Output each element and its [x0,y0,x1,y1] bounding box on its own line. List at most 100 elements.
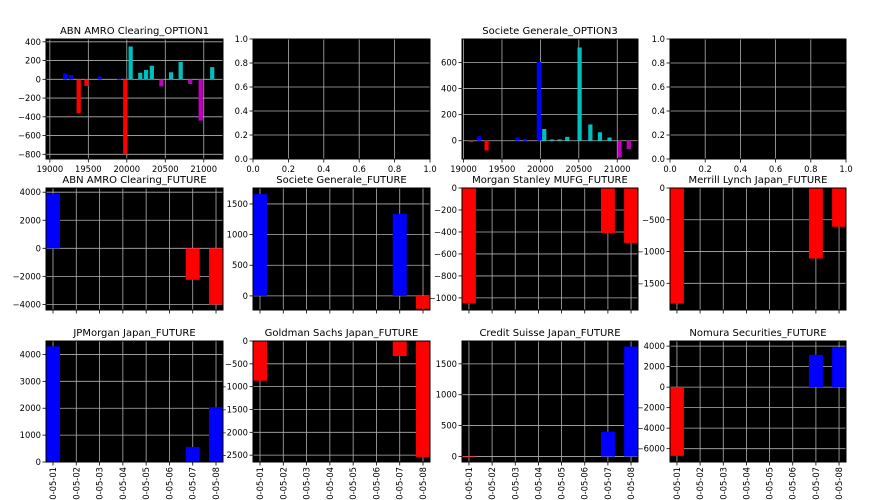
bar [253,341,267,381]
y-tick-label: 0 [660,382,665,392]
x-tick-label: 2020-05-02 [487,467,497,500]
x-tick-label: 1.0 [423,164,436,174]
bar [607,137,612,141]
x-tick-label: 0.6 [769,164,782,174]
plot-area [253,341,430,462]
x-tick-label: 2020-05-07 [603,467,613,500]
axes-frame [461,38,639,160]
plot-area [670,39,846,159]
bar [536,61,541,141]
axes-frame [669,38,847,160]
bar [600,431,615,457]
axes-frame [252,38,431,160]
y-tick-label: 0.0 [235,154,248,164]
bar [209,248,223,305]
y-tick-label: −1000 [637,247,665,257]
panel-nomura-future: −6000 −4000 −2000 0 2000 4000 2020-05-01 2020-0… [637,328,847,500]
bar [209,407,223,462]
x-tick-label: 2020-05-03 [302,467,312,500]
y-tick-label: −400 [18,112,41,122]
panel-abn-future: −4000 −2000 0 2000 4000 ABN AMRO Clearing_FUT… [13,175,224,314]
plot-area [46,39,223,159]
axes-frame [461,187,639,311]
bar [416,295,430,309]
chart-title: JPMorgan Japan_FUTURE [72,328,195,339]
bar [522,138,528,141]
x-tick-label: 0.4 [734,164,747,174]
bar [178,61,183,80]
axes-frame [252,340,431,463]
bar [149,65,154,80]
x-tick-label: 2020-05-03 [95,467,105,500]
y-tick-label: −800 [18,149,41,159]
x-tick-label: 0.8 [804,164,817,174]
y-tick-label: −200 [434,205,457,215]
x-tick-label: 0.8 [388,164,401,174]
bar [188,79,193,84]
bar [253,194,267,296]
bar [626,140,631,150]
bar [515,137,520,141]
x-tick-label: 2020-05-04 [118,467,128,500]
bar [159,79,164,87]
x-tick-label: 21000 [190,164,217,174]
bar [46,346,60,462]
bar [138,72,143,80]
y-tick-label: −4000 [637,423,665,433]
x-tick-label: 2020-05-01 [48,467,58,500]
x-tick-label: 21000 [604,164,631,174]
x-tick-label: 2020-05-08 [626,467,636,500]
bar [542,129,547,141]
y-tick-label: 2000 [20,215,41,225]
axes-frame [252,187,431,311]
bar [76,79,81,114]
x-tick-label: 2020-05-02 [695,467,705,500]
x-tick-label: 0.2 [699,164,712,174]
bar [832,347,846,388]
x-tick-label: 1.0 [839,164,852,174]
bar [600,188,615,234]
y-tick-label: −200 [18,93,41,103]
y-tick-label: 0.2 [652,130,665,140]
y-tick-label: −2000 [637,403,665,413]
x-tick-label: 2020-05-01 [672,467,682,500]
y-tick-label: −2500 [220,450,248,460]
bar [63,73,68,80]
y-tick-label: −4000 [13,299,41,309]
y-tick-label: 1000 [227,230,248,240]
chart-title: ABN AMRO Clearing_FUTURE [62,175,206,186]
chart-title: Societe Generale_FUTURE [276,175,406,186]
panel-jpmorgan-future: 0 1000 2000 3000 4000 2020-05-01 2020-05-02 202… [20,328,224,500]
bar [565,136,570,141]
y-tick-label: 1500 [227,199,248,209]
y-tick-label: 1000 [436,390,457,400]
bar [624,346,638,457]
bar [116,78,122,80]
x-tick-label: 0.2 [282,164,295,174]
y-tick-label: 0 [36,457,41,467]
bar [832,188,846,227]
bar [123,79,128,155]
axes-frame [461,340,639,463]
y-tick-label: −1000 [220,382,248,392]
bar [46,193,60,249]
bar [469,140,474,143]
x-tick-label: 2020-05-05 [557,467,567,500]
x-tick-label: 2020-05-04 [741,467,751,500]
x-tick-label: 2020-05-03 [718,467,728,500]
x-tick-label: 2020-05-06 [788,467,798,500]
bar [84,79,89,86]
x-tick-label: 2020-05-07 [395,467,405,500]
y-tick-label: 0.2 [235,130,248,140]
bar [670,387,684,456]
bar [557,139,562,141]
x-tick-label: 2020-05-05 [765,467,775,500]
axes-frame [45,187,224,311]
bar [416,341,430,457]
x-tick-label: 2020-05-02 [278,467,288,500]
chart-title: Merrill Lynch Japan_FUTURE [689,175,828,186]
y-tick-label: 0 [243,291,248,301]
panel-merrill-future: −1500 −1000 −500 0 Merrill Lynch Japan_FUTUR… [637,175,847,314]
y-tick-label: 200 [441,110,457,120]
panel-empty-2: 0.0 0.2 0.4 0.6 0.8 1.0 0.0 0.2 0.4 0.6 0.8 1.0 [652,34,853,174]
